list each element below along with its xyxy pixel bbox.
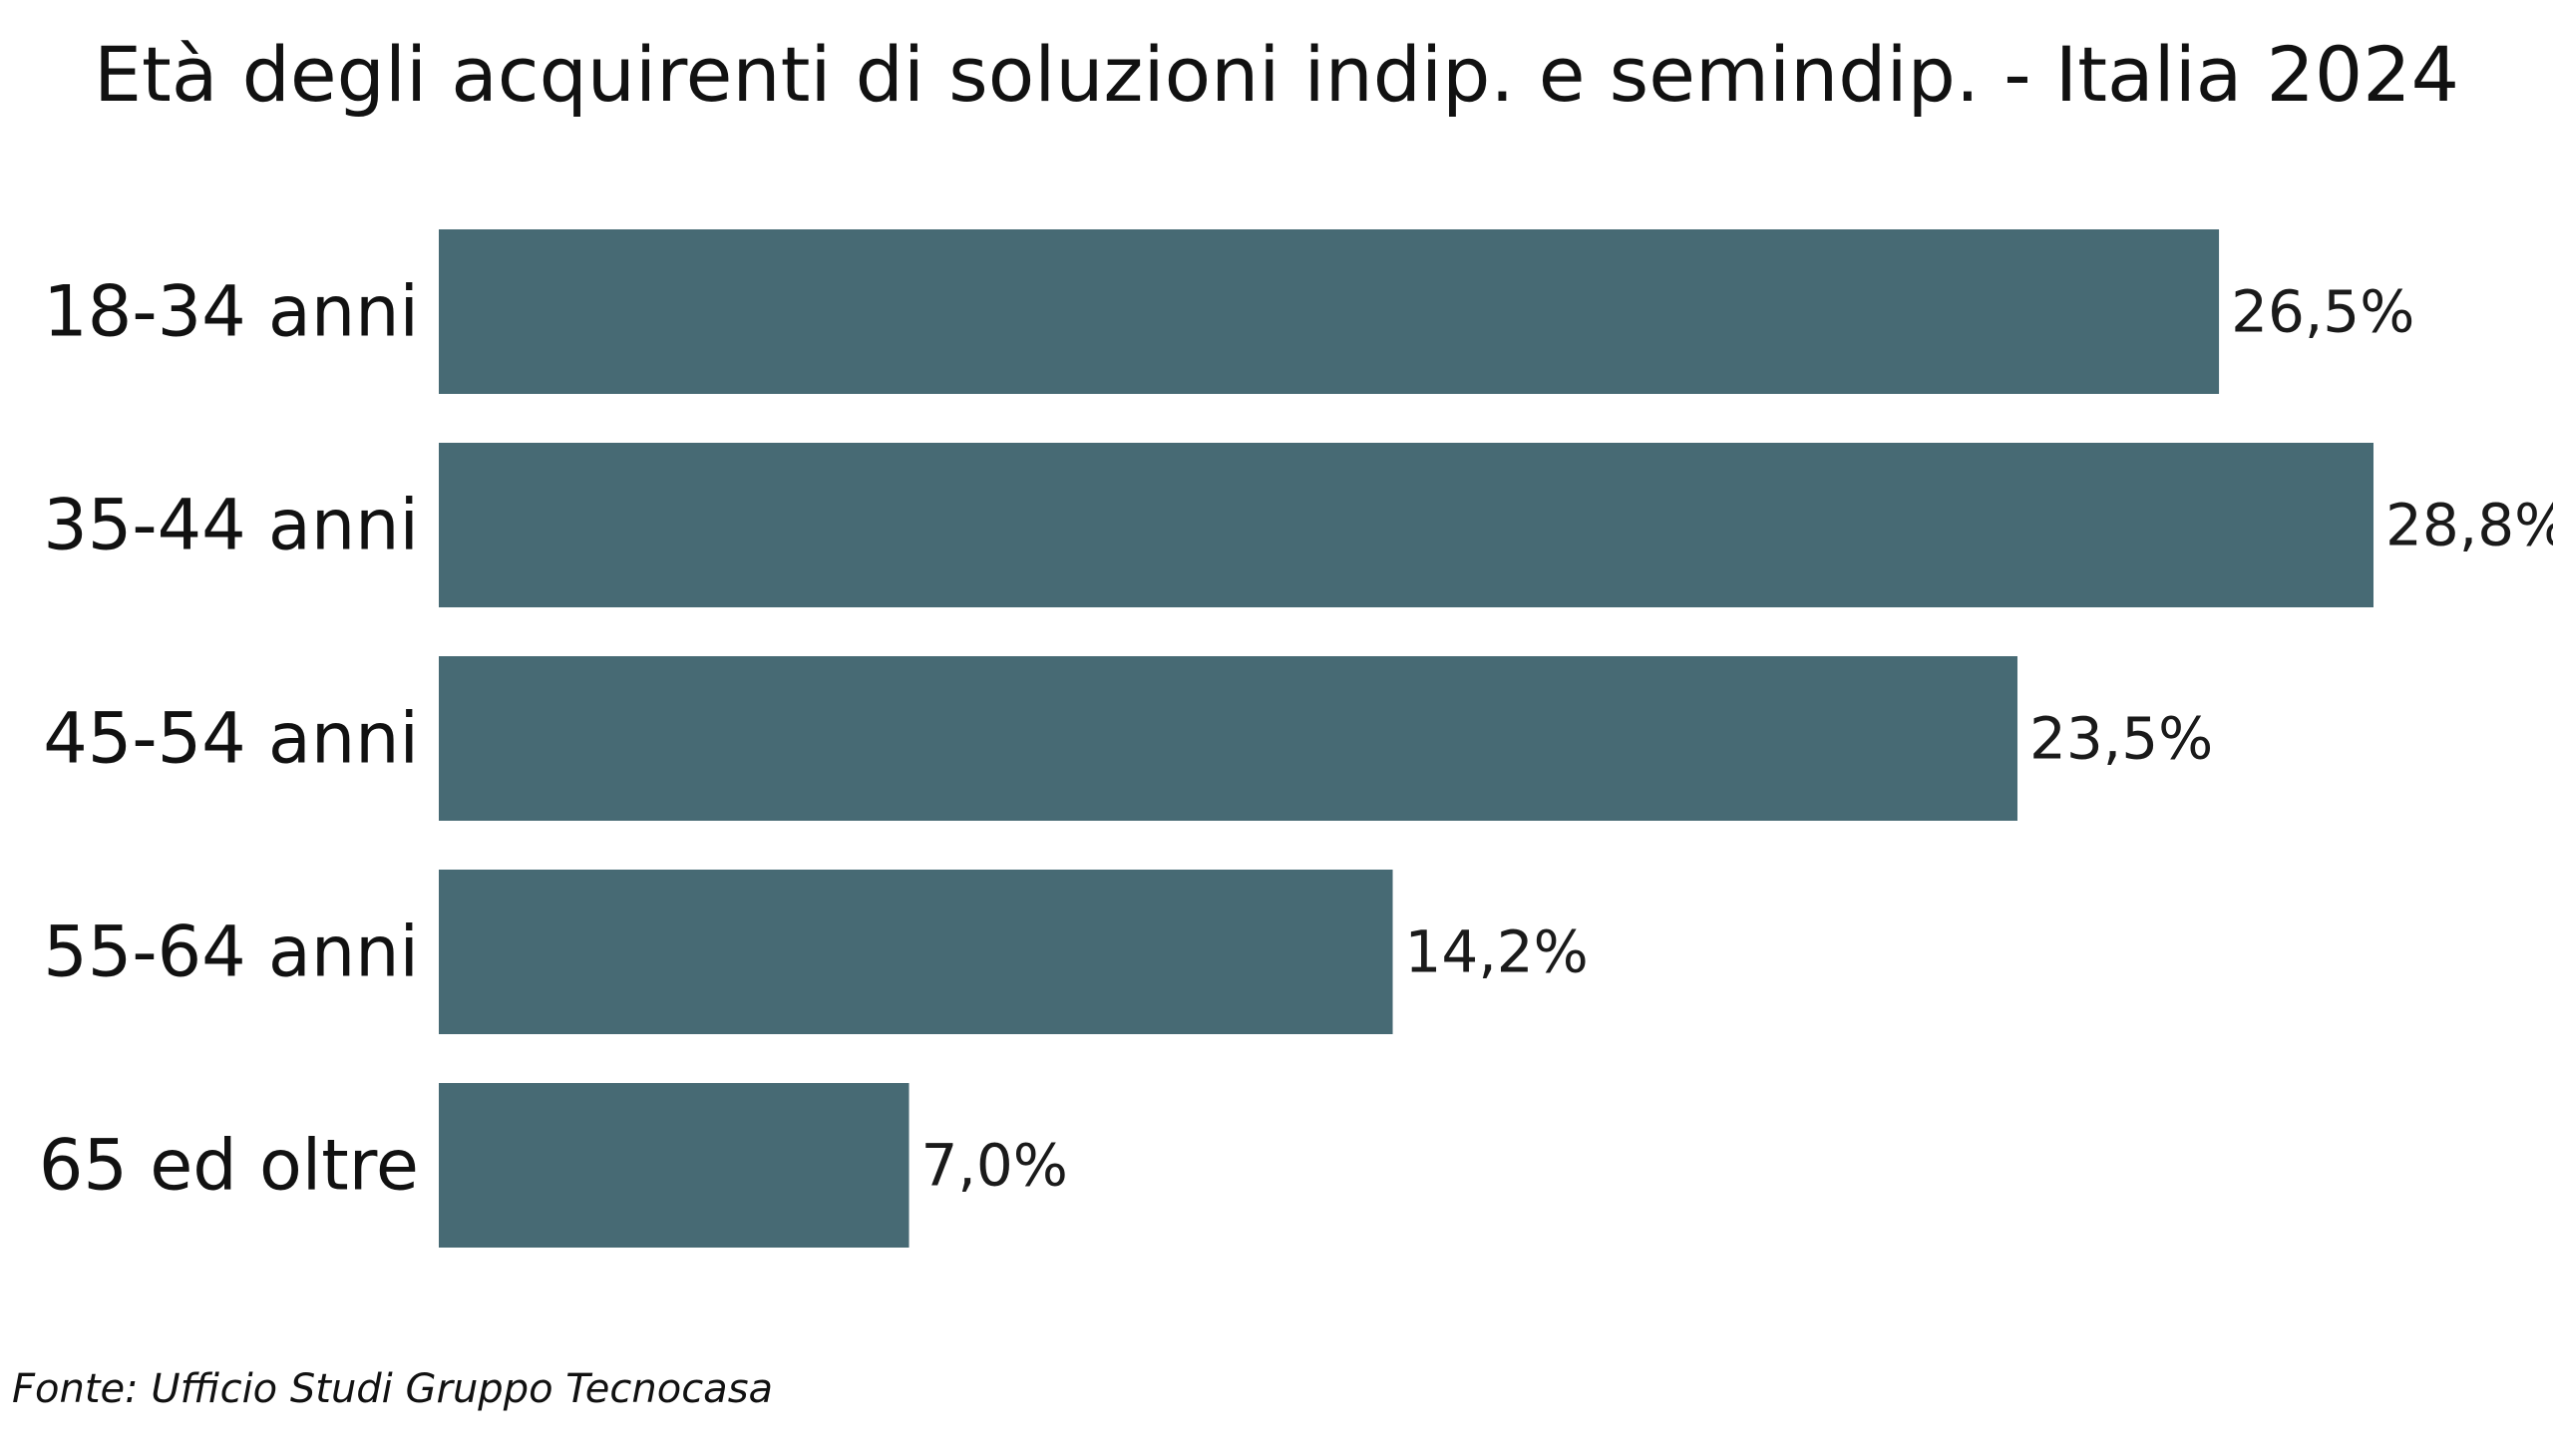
category-label-1: 18-34 anni [43, 271, 419, 353]
category-label-2: 35-44 anni [43, 485, 419, 566]
category-label-4: 55-64 anni [43, 911, 419, 993]
value-label-5: 7,0% [921, 1132, 1068, 1200]
bar-1 [439, 229, 2220, 394]
value-label-3: 23,5% [2029, 705, 2213, 773]
bar-5 [439, 1083, 910, 1248]
value-label-1: 26,5% [2231, 278, 2414, 346]
bar-3 [439, 656, 2017, 821]
value-label-4: 14,2% [1405, 918, 1589, 986]
chart-source-note: Fonte: Ufficio Studi Gruppo Tecnocasa [12, 1366, 774, 1412]
category-label-5: 65 ed oltre [39, 1125, 419, 1207]
bar-4 [439, 870, 1393, 1034]
value-label-2: 28,8% [2385, 492, 2553, 559]
category-label-3: 45-54 anni [43, 698, 419, 780]
chart-title: Età degli acquirenti di soluzioni indip.… [94, 30, 2459, 119]
bar-2 [439, 443, 2373, 607]
